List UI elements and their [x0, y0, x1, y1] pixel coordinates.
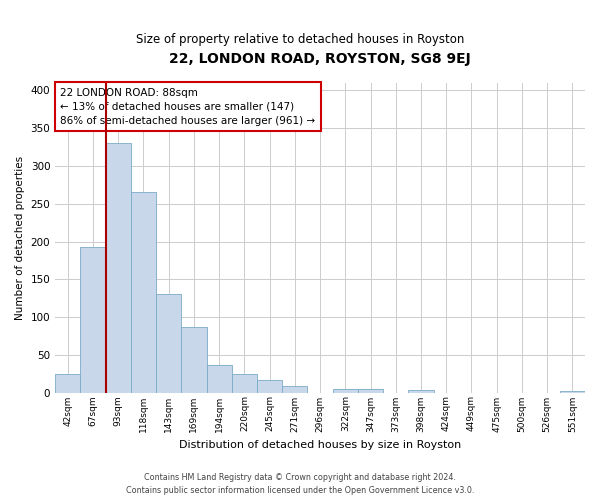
Y-axis label: Number of detached properties: Number of detached properties	[15, 156, 25, 320]
Bar	[257, 380, 282, 392]
Bar	[55, 374, 80, 392]
Bar	[282, 386, 307, 392]
Bar	[131, 192, 156, 392]
Text: 22 LONDON ROAD: 88sqm
← 13% of detached houses are smaller (147)
86% of semi-det: 22 LONDON ROAD: 88sqm ← 13% of detached …	[61, 88, 316, 126]
X-axis label: Distribution of detached houses by size in Royston: Distribution of detached houses by size …	[179, 440, 461, 450]
Bar	[106, 144, 131, 392]
Bar	[332, 390, 358, 392]
Bar	[409, 390, 434, 392]
Title: 22, LONDON ROAD, ROYSTON, SG8 9EJ: 22, LONDON ROAD, ROYSTON, SG8 9EJ	[169, 52, 471, 66]
Bar	[80, 247, 106, 392]
Bar	[358, 390, 383, 392]
Bar	[181, 327, 206, 392]
Bar	[560, 391, 585, 392]
Text: Contains HM Land Registry data © Crown copyright and database right 2024.
Contai: Contains HM Land Registry data © Crown c…	[126, 474, 474, 495]
Bar	[206, 364, 232, 392]
Bar	[232, 374, 257, 392]
Text: Size of property relative to detached houses in Royston: Size of property relative to detached ho…	[136, 32, 464, 46]
Bar	[156, 294, 181, 392]
